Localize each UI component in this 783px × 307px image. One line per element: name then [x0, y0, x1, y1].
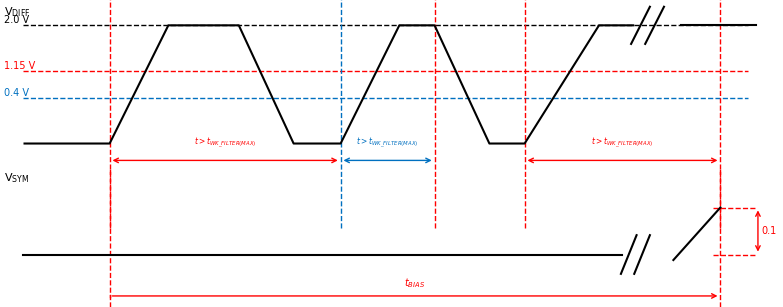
Text: 0.1: 0.1: [762, 226, 777, 236]
Text: $t > t_{WK\_FILTER(MAX)}$: $t > t_{WK\_FILTER(MAX)}$: [591, 136, 654, 150]
Text: 0.4 V: 0.4 V: [4, 88, 29, 98]
Text: $t > t_{WK\_FILTER(MAX)}$: $t > t_{WK\_FILTER(MAX)}$: [356, 136, 419, 150]
Text: 1.15 V: 1.15 V: [4, 61, 35, 71]
Text: $\mathregular{V_{DIFF}}$: $\mathregular{V_{DIFF}}$: [4, 5, 31, 19]
Text: $\mathregular{V_{SYM}}$: $\mathregular{V_{SYM}}$: [4, 172, 29, 185]
Text: $t_{BIAS}$: $t_{BIAS}$: [404, 277, 426, 290]
Text: 2.0 V: 2.0 V: [4, 15, 29, 25]
Text: $t > t_{WK\_FILTER(MAX)}$: $t > t_{WK\_FILTER(MAX)}$: [194, 136, 256, 150]
